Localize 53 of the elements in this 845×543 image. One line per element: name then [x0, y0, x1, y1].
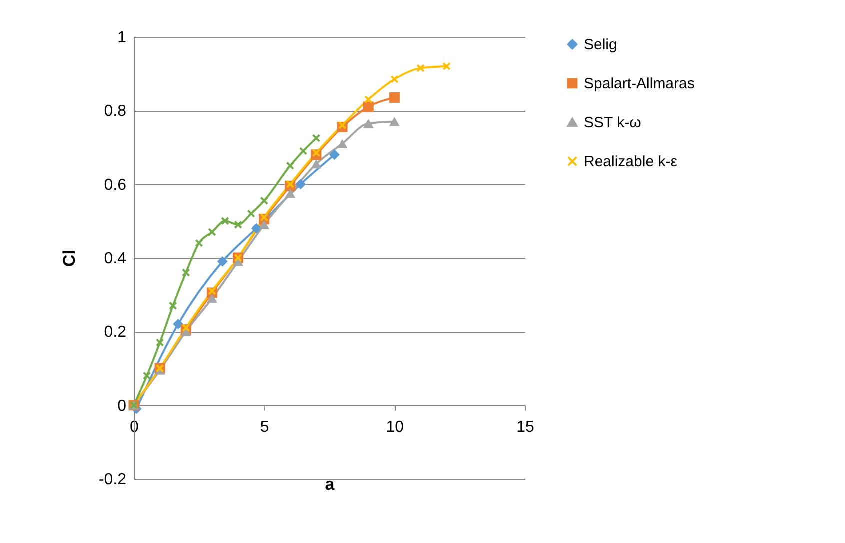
legend-label: Selig	[584, 36, 618, 54]
point	[260, 196, 268, 206]
y-tick-label: 0.2	[104, 324, 127, 342]
x-tick-label: 15	[516, 418, 534, 436]
point	[337, 139, 348, 148]
point	[312, 148, 321, 158]
point	[182, 268, 190, 277]
y-tick-label: 0.8	[104, 103, 127, 120]
point	[389, 92, 400, 104]
point	[312, 134, 321, 142]
point	[217, 256, 228, 267]
point	[329, 150, 340, 160]
legend-label: SST k-ω	[584, 114, 642, 132]
x-tick-label: 10	[386, 418, 404, 436]
point	[286, 180, 295, 188]
point	[142, 372, 152, 380]
point	[156, 338, 164, 347]
point	[311, 160, 322, 169]
point	[442, 62, 451, 71]
y-tick-label: -0.2	[98, 472, 127, 488]
y-tick-label: 0.6	[104, 176, 127, 194]
point	[286, 162, 295, 170]
point	[182, 324, 190, 332]
point	[206, 294, 218, 304]
point	[208, 286, 216, 296]
point	[195, 239, 204, 248]
point	[338, 121, 347, 130]
point	[173, 319, 184, 330]
point	[247, 210, 256, 218]
legend-label: Spalart-Allmaras	[584, 76, 695, 92]
point	[259, 220, 270, 230]
point	[260, 213, 268, 222]
y-tick-label: 1	[118, 30, 127, 46]
point	[208, 228, 216, 236]
x-tick-label: 5	[260, 418, 270, 436]
point	[390, 75, 399, 84]
point	[296, 179, 306, 190]
y-axis-title: Cl	[60, 250, 79, 267]
point	[416, 64, 425, 72]
point	[285, 189, 296, 198]
x-axis-title: a	[325, 474, 336, 494]
point	[251, 223, 262, 234]
point	[221, 217, 230, 226]
point	[389, 117, 400, 126]
point	[363, 102, 374, 112]
y-tick-label: 0	[118, 398, 127, 415]
point	[364, 95, 373, 104]
y-tick-label: 0.4	[104, 250, 127, 268]
point	[168, 302, 178, 310]
point	[234, 220, 242, 230]
point	[299, 147, 308, 156]
legend-label: Realizable k-ε	[584, 154, 678, 170]
point	[363, 119, 374, 128]
